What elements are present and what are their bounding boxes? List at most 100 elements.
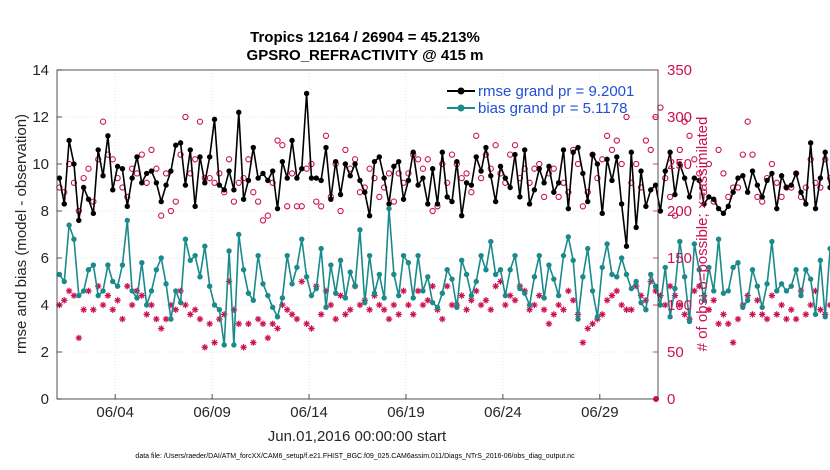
bias-point (439, 290, 446, 296)
assimilated-stroke (720, 311, 727, 318)
assimilated-stroke (536, 292, 542, 299)
rmse-point (80, 184, 87, 191)
rmse-point (546, 163, 552, 170)
assimilated-stroke (589, 321, 596, 327)
rmse-point (105, 133, 111, 139)
assimilated-stroke (492, 283, 499, 289)
bias-point (318, 245, 324, 252)
assimilated-stroke (444, 283, 450, 289)
assimilated-obs-marker (589, 320, 596, 327)
rmse-point (555, 180, 562, 186)
rmse-point (715, 205, 722, 212)
bias-point (531, 274, 538, 280)
bias-point (177, 299, 184, 306)
bias-point (648, 271, 654, 278)
assimilated-stroke (551, 311, 557, 318)
assimilated-stroke (730, 339, 736, 346)
assimilated-stroke (400, 288, 407, 294)
bias-point (526, 302, 533, 308)
assimilated-obs-marker (681, 311, 688, 318)
assimilated-stroke (396, 311, 402, 318)
assimilated-stroke (599, 311, 605, 318)
rmse-point (274, 205, 281, 212)
bias-point (352, 283, 358, 289)
bias-point (546, 262, 552, 268)
bias-point (90, 262, 97, 268)
y-tick-label-left: 6 (41, 250, 49, 267)
rmse-point (415, 182, 421, 188)
assimilated-obs-marker (788, 306, 795, 313)
chart-title: Tropics 12164 / 26904 = 45.213% (250, 29, 480, 46)
rmse-point (793, 170, 799, 177)
possible-obs-marker (337, 207, 344, 215)
assimilated-obs-marker (691, 287, 698, 295)
rmse-point (71, 161, 77, 167)
assimilated-obs-marker (182, 301, 189, 309)
x-tick-label: 06/19 (387, 404, 425, 421)
rmse-point (497, 163, 504, 170)
rmse-point (822, 149, 828, 155)
rmse-point (711, 196, 717, 202)
assimilated-obs-marker (565, 287, 572, 295)
possible-obs-marker (317, 203, 325, 210)
possible-obs-marker (565, 189, 572, 196)
y-tick-label-left: 2 (41, 344, 49, 361)
assimilated-obs-marker (61, 297, 68, 304)
bias-point (250, 297, 256, 303)
rmse-point (100, 173, 106, 179)
legend-label-rmse: rmse grand pr = 9.2001 (478, 83, 634, 100)
bias-point (332, 290, 339, 296)
rmse-point (391, 163, 397, 170)
assimilated-obs-marker (201, 344, 209, 351)
assimilated-stroke (609, 292, 615, 299)
bias-point (153, 267, 160, 273)
rmse-point (410, 149, 416, 155)
bias-point (308, 292, 315, 299)
assimilated-obs-marker (536, 292, 543, 299)
assimilated-obs-marker (109, 306, 116, 313)
assimilated-obs-marker (119, 315, 126, 323)
bias-point (715, 236, 722, 242)
possible-obs-marker (623, 113, 630, 121)
possible-obs-marker (696, 170, 703, 177)
bias-point (657, 302, 664, 308)
assimilated-stroke (764, 316, 770, 322)
rmse-point (614, 154, 620, 160)
rmse-point (236, 109, 242, 116)
x-tick-label: 06/29 (581, 404, 619, 421)
y-tick-label-right: 50 (667, 344, 684, 361)
rmse-point (580, 170, 586, 177)
bias-point (536, 252, 542, 259)
assimilated-obs-marker (443, 283, 451, 290)
rmse-line (58, 92, 830, 248)
bias-point (589, 288, 596, 294)
assimilated-obs-marker (763, 315, 771, 323)
bias-point (778, 281, 785, 287)
assimilated-obs-marker (172, 306, 179, 313)
assimilated-stroke (691, 288, 698, 294)
bias-point (764, 281, 770, 287)
assimilated-stroke (439, 316, 445, 322)
rmse-point (66, 137, 72, 144)
assimilated-obs-marker (468, 297, 475, 304)
rmse-point (260, 170, 266, 177)
assimilated-obs-marker (293, 315, 301, 323)
assimilated-stroke (827, 304, 830, 308)
assimilated-obs-marker (584, 325, 591, 332)
rmse-point (817, 175, 824, 181)
bias-point (192, 252, 198, 259)
possible-obs-marker (739, 151, 746, 158)
bias-point (633, 278, 639, 285)
assimilated-obs-marker (715, 320, 722, 327)
bias-point (594, 314, 601, 320)
rmse-point (585, 198, 591, 205)
possible-obs-marker (162, 170, 170, 177)
bias-point (260, 281, 266, 287)
assimilated-obs-marker (191, 306, 199, 313)
rmse-point (667, 149, 673, 155)
assimilated-obs-marker (618, 301, 625, 309)
assimilated-obs-marker (254, 315, 262, 323)
legend-entry-rmse: rmse grand pr = 9.2001 (447, 83, 634, 100)
possible-obs-marker (686, 132, 693, 139)
rmse-point (328, 196, 334, 202)
